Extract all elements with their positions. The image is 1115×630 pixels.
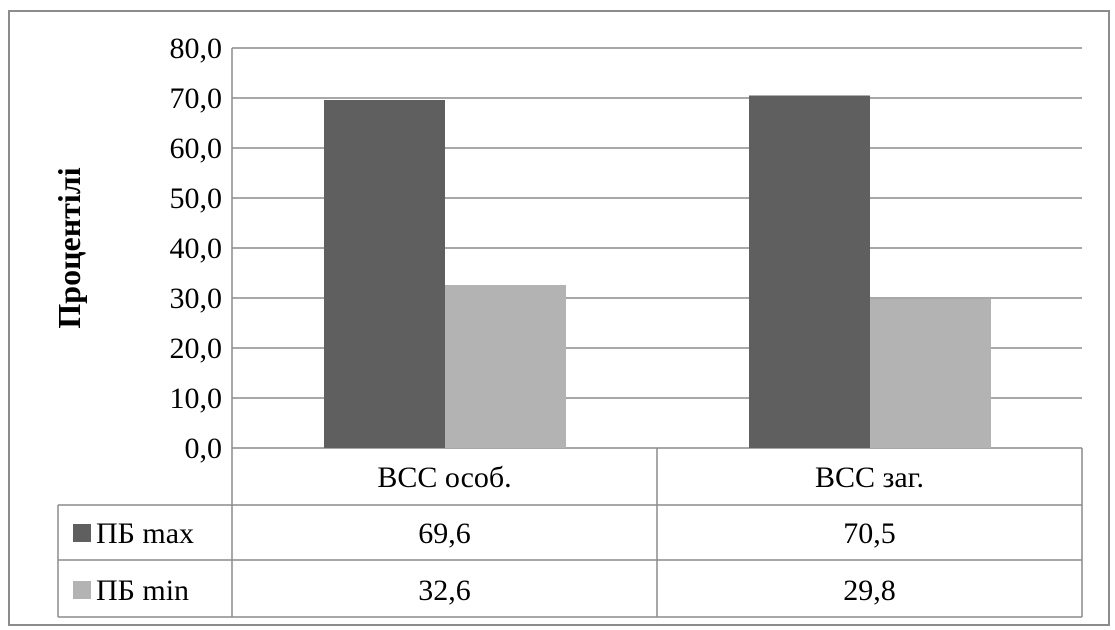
y-tick-label: 50,0 <box>170 182 223 215</box>
data-value: 32,6 <box>418 574 471 607</box>
bar-min-1 <box>445 285 566 448</box>
y-tick-label: 70,0 <box>170 82 223 115</box>
data-value: 70,5 <box>843 517 896 550</box>
data-table: ВСС особ. ВСС заг. ПБ max 69,6 70,5 ПБ min 32,… <box>57 448 1083 618</box>
category-label: ВСС заг. <box>815 461 924 494</box>
y-tick-label: 40,0 <box>170 232 223 265</box>
y-tick-label: 30,0 <box>170 282 223 315</box>
y-tick-label: 10,0 <box>170 382 223 415</box>
y-axis-label: Процентілі <box>51 167 87 328</box>
legend-swatch <box>73 581 91 599</box>
series-name: ПБ max <box>96 517 194 550</box>
series-name: ПБ min <box>96 574 189 607</box>
y-tick-label: 0,0 <box>185 432 223 465</box>
bar-max-2 <box>749 95 870 448</box>
data-value: 29,8 <box>843 574 896 607</box>
y-tick-label: 20,0 <box>170 332 223 365</box>
y-tick-label: 60,0 <box>170 132 223 165</box>
data-value: 69,6 <box>418 517 471 550</box>
bar-max-1 <box>324 100 445 448</box>
y-axis-ticks: 0,0 10,0 20,0 30,0 40,0 50,0 60,0 70,0 80,0 <box>170 32 223 465</box>
bar-min-2 <box>870 299 991 448</box>
category-label: ВСС особ. <box>377 461 511 494</box>
legend-swatch <box>73 524 91 542</box>
bars <box>324 95 991 448</box>
y-tick-label: 80,0 <box>170 32 223 65</box>
